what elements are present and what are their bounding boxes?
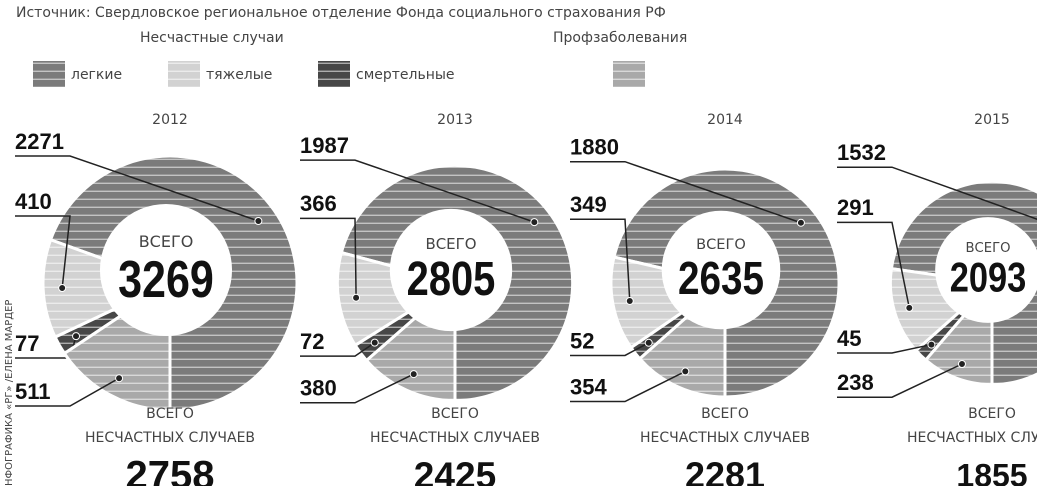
value-label: 72: [300, 329, 324, 354]
value-label: 1532: [837, 140, 886, 165]
center-label: ВСЕГО: [425, 235, 476, 253]
footer-total: 2425: [414, 454, 496, 486]
leader-dot: [927, 340, 936, 349]
leader-dot: [409, 370, 418, 379]
leader-dot: [644, 338, 653, 347]
leader-line: [837, 166, 1037, 220]
footer-total: 2281: [685, 454, 765, 486]
center-hole: [99, 203, 233, 337]
leader-line: [300, 342, 376, 357]
value-label: 366: [300, 191, 337, 216]
leader-line: [570, 370, 686, 403]
value-label: 1880: [570, 135, 619, 160]
value-label: 45: [837, 326, 861, 351]
value-label: 52: [570, 328, 594, 353]
center-hole: [935, 217, 1037, 323]
center-total: 3269: [118, 251, 214, 309]
footer-label: НЕСЧАСТНЫХ СЛУЧАЕВ: [640, 430, 810, 446]
value-label: 77: [15, 331, 39, 356]
leader-dot: [957, 359, 966, 368]
legend-group: Несчастные случаи: [140, 30, 284, 46]
footer-label: НЕСЧАСТНЫХ СЛУЧАЕВ: [907, 430, 1037, 446]
value-label: 354: [570, 374, 607, 399]
leader-line: [570, 160, 802, 224]
footer-label: ВСЕГО: [146, 406, 194, 422]
leader-line: [837, 363, 963, 398]
footer-label: ВСЕГО: [968, 406, 1016, 422]
leader-dot: [115, 374, 124, 383]
leader-dot: [681, 367, 690, 376]
footer-label: НЕСЧАСТНЫХ СЛУЧАЕВ: [85, 430, 255, 446]
value-label: 291: [837, 195, 874, 220]
leader-line: [15, 377, 120, 407]
center-total: 2093: [950, 254, 1027, 301]
footer-total: 2758: [126, 454, 215, 486]
leader-line: [570, 218, 631, 302]
leader-line: [15, 215, 71, 289]
legend-stripes: [318, 61, 350, 87]
leader-dot: [352, 293, 361, 302]
leader-dot: [72, 332, 81, 341]
year-title: 2013: [437, 112, 473, 128]
leader-dot: [905, 303, 914, 312]
center-total: 2635: [678, 252, 764, 304]
footer-label: ВСЕГО: [701, 406, 749, 422]
leader-dot: [58, 284, 67, 293]
center-hole: [661, 210, 781, 330]
value-label: 349: [570, 192, 607, 217]
center-hole: [389, 208, 513, 332]
leader-line: [570, 342, 650, 357]
value-label: 410: [15, 189, 52, 214]
leader-line: [300, 217, 357, 298]
leader-line: [15, 155, 259, 222]
leader-line: [300, 159, 535, 223]
leader-dot: [370, 338, 379, 347]
legend-label: смертельные: [356, 67, 455, 83]
leader-dot: [530, 218, 539, 227]
year-title: 2012: [152, 112, 188, 128]
center-label: ВСЕГО: [965, 241, 1010, 256]
footer-label: НЕСЧАСТНЫХ СЛУЧАЕВ: [370, 430, 540, 446]
year-title: 2014: [707, 112, 743, 128]
leader-dot: [625, 296, 634, 305]
center-total: 2805: [407, 252, 496, 306]
leader-dot: [254, 217, 263, 226]
leader-line: [300, 373, 415, 404]
legend-stripes: [33, 61, 65, 87]
credit: НФОГРАФИКА «РГ» /ЕЛЕНА МАРДЕР: [4, 300, 15, 486]
value-label: 2271: [15, 129, 64, 154]
value-label: 238: [837, 370, 874, 395]
center-label: ВСЕГО: [139, 232, 194, 251]
legend-label: легкие: [71, 67, 122, 83]
footer-label: ВСЕГО: [431, 406, 479, 422]
leader-line: [837, 221, 911, 309]
legend-stripes: [168, 61, 200, 87]
legend-group: Профзаболевания: [553, 30, 687, 46]
center-label: ВСЕГО: [696, 236, 746, 253]
value-label: 380: [300, 376, 337, 401]
value-label: 511: [15, 379, 51, 404]
leader-dot: [796, 218, 805, 227]
leader-line: [837, 343, 932, 354]
year-title: 2015: [974, 112, 1010, 128]
legend-stripes: [613, 61, 645, 87]
source: Источник: Свердловское региональное отде…: [16, 5, 666, 21]
legend-label: тяжелые: [206, 67, 272, 83]
value-label: 1987: [300, 133, 349, 158]
footer-total: 1855: [956, 457, 1027, 486]
